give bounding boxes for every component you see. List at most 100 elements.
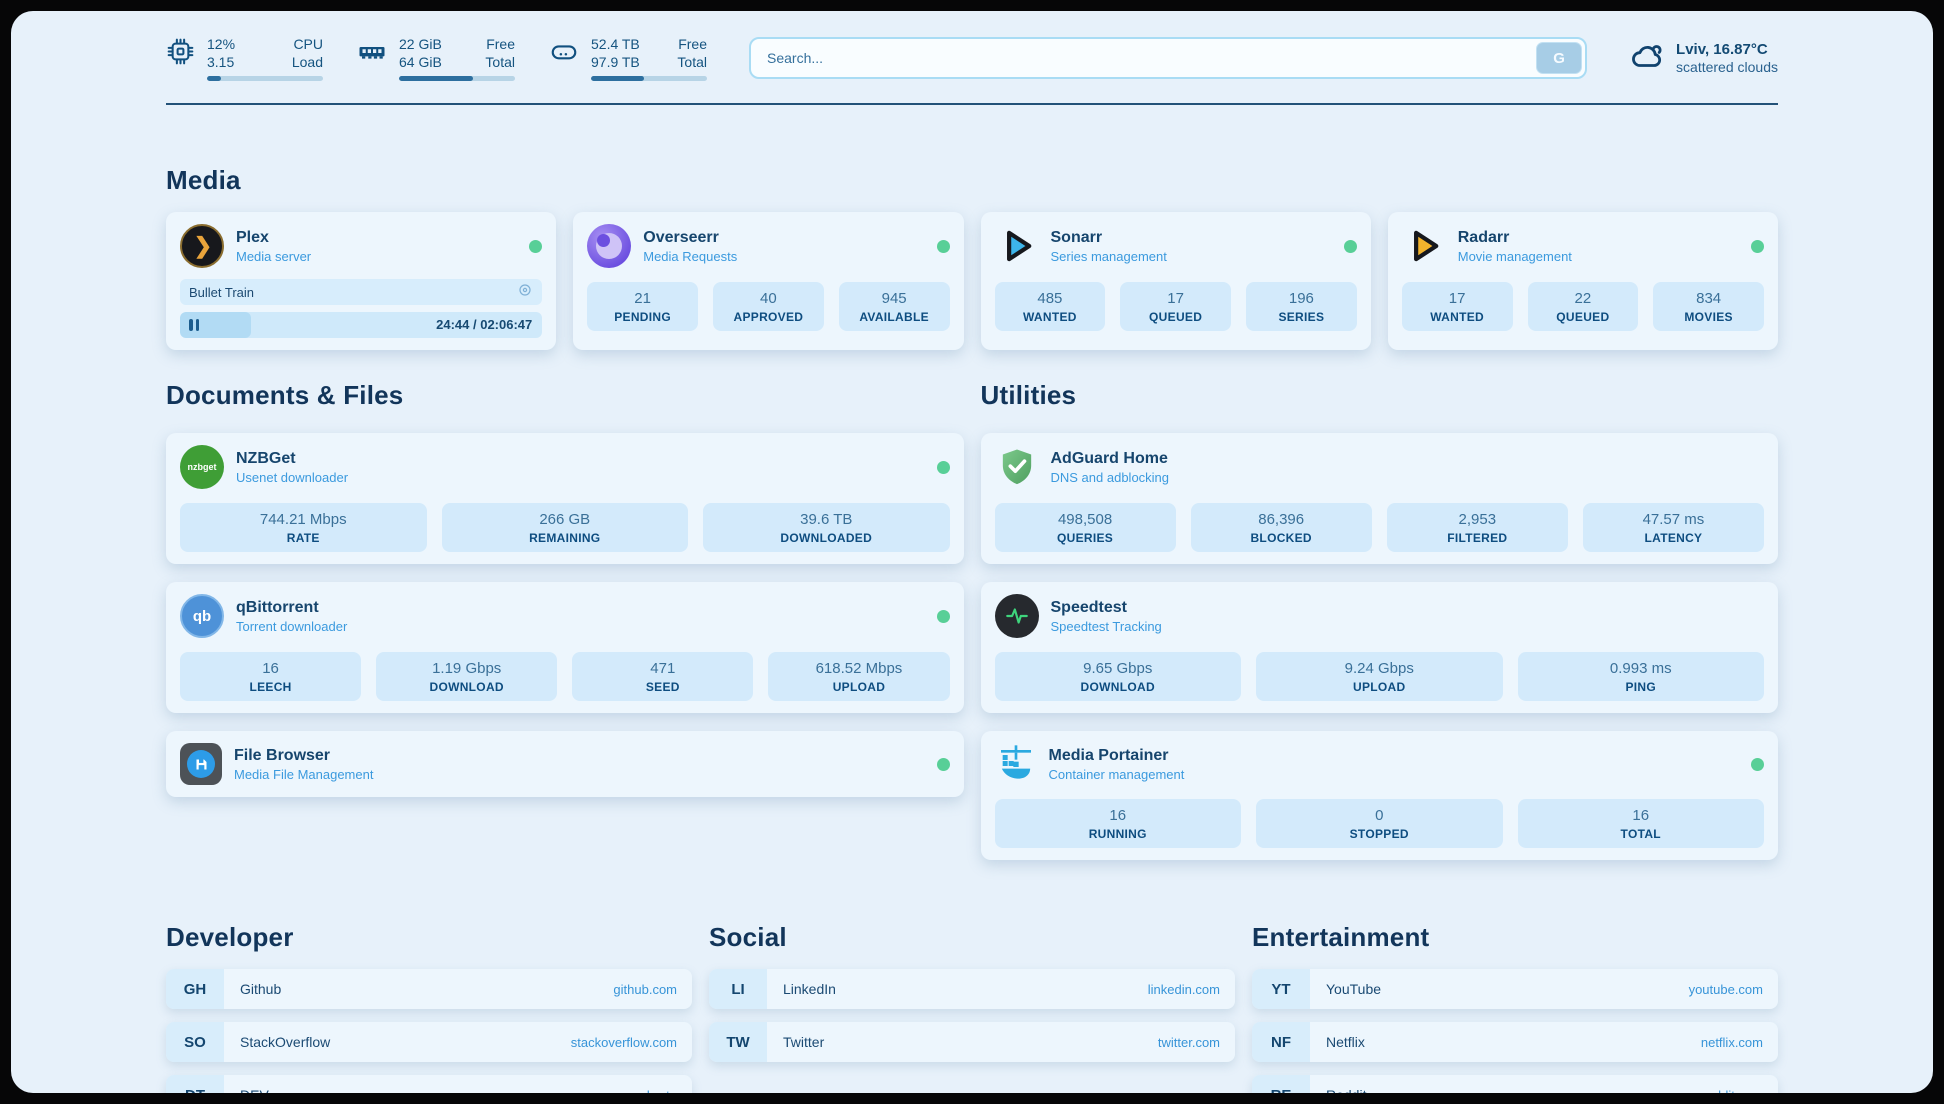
memory-free-value: 22 GiB	[399, 36, 442, 52]
bookmark-url: youtube.com	[1688, 981, 1763, 997]
stat-pending: 21 PENDING	[587, 282, 698, 331]
stat-queued: 17 QUEUED	[1120, 282, 1231, 331]
app-card-filebrowser[interactable]: File Browser Media File Management	[166, 731, 964, 797]
header-divider	[166, 103, 1778, 105]
app-subtitle: Movie management	[1457, 248, 1572, 264]
memory-progress-bar	[399, 76, 515, 81]
app-card-adguard[interactable]: AdGuard Home DNS and adblocking 498,508 Q…	[980, 433, 1778, 564]
section-header-utilities: Utilities	[980, 380, 1077, 410]
section-header-documents: Documents & Files	[166, 380, 404, 410]
app-subtitle: Usenet downloader	[236, 469, 349, 485]
bookmark-name: LinkedIn	[783, 981, 836, 997]
app-subtitle: Media File Management	[234, 766, 374, 782]
overseerr-icon	[587, 224, 632, 268]
bookmark-url: reddit.com	[1702, 1088, 1763, 1094]
stat-rate: 744.21 Mbps RATE	[180, 503, 427, 552]
app-card-radarr[interactable]: Radarr Movie management 17 WANTED 22 QUEUE…	[1387, 212, 1778, 350]
status-dot-online	[1751, 239, 1764, 253]
sonarr-icon	[995, 224, 1039, 268]
media-grid: ❯ Plex Media server Bullet Train	[166, 212, 1778, 350]
app-card-sonarr[interactable]: Sonarr Series management 485 WANTED 17 QUE…	[980, 212, 1371, 350]
disk-icon	[549, 37, 579, 72]
stat-movies: 834 MOVIES	[1653, 282, 1764, 331]
bookmark-netflix[interactable]: NF Netflix netflix.com	[1252, 1022, 1778, 1062]
cloud-icon	[1629, 37, 1666, 79]
bookmarks-entertainment: Entertainment YT YouTube youtube.com NF …	[1252, 922, 1778, 1093]
bookmark-name: DEV	[240, 1087, 643, 1093]
status-dot-online	[936, 609, 950, 623]
qbittorrent-icon: qb	[180, 594, 224, 638]
stat-series: 196 SERIES	[1246, 282, 1357, 331]
stat-blocked: 86,396 BLOCKED	[1190, 503, 1372, 552]
playback-time: 24:44 / 02:06:47	[436, 317, 533, 332]
portainer-icon	[995, 743, 1037, 785]
bookmark-name: YouTube	[1326, 981, 1382, 997]
bookmark-twitter[interactable]: TW Twitter twitter.com	[709, 1022, 1235, 1062]
stat-upload: 9.24 Gbps UPLOAD	[1256, 652, 1503, 701]
stat-queries: 498,508 QUERIES	[994, 503, 1176, 552]
bookmark-name: Reddit	[1326, 1087, 1702, 1093]
status-dot-online	[936, 757, 950, 771]
memory-label-2: Total	[485, 54, 515, 70]
bookmark-url: netflix.com	[1700, 1034, 1763, 1050]
bookmark-linkedin[interactable]: LI LinkedIn linkedin.com	[709, 969, 1235, 1009]
stat-stopped: 0 STOPPED	[1256, 799, 1503, 848]
bookmark-name: Github	[240, 981, 282, 997]
app-subtitle: Container management	[1048, 766, 1185, 782]
app-subtitle: DNS and adblocking	[1050, 469, 1170, 485]
stat-download: 9.65 Gbps DOWNLOAD	[994, 652, 1241, 701]
bookmark-abbr: TW	[709, 1022, 767, 1062]
bookmark-url: github.com	[613, 981, 677, 997]
speedtest-icon	[994, 594, 1039, 638]
bookmark-dev[interactable]: DT DEV dev.to	[166, 1075, 692, 1093]
bookmark-url: linkedin.com	[1147, 981, 1220, 997]
bookmark-abbr: DT	[166, 1075, 224, 1093]
disk-stat: 52.4 TB 97.9 TB Free Total	[549, 35, 707, 81]
bookmark-abbr: RE	[1252, 1075, 1310, 1093]
radarr-icon	[1402, 224, 1446, 268]
pause-icon[interactable]	[189, 319, 199, 331]
disk-free-value: 52.4 TB	[591, 36, 640, 52]
memory-label-1: Free	[486, 36, 515, 52]
bookmark-abbr: LI	[709, 969, 767, 1009]
bookmark-url: stackoverflow.com	[570, 1034, 677, 1050]
plex-icon: ❯	[180, 224, 224, 268]
app-title: Plex	[236, 228, 269, 246]
stat-remaining: 266 GB REMAINING	[441, 503, 688, 552]
top-bar: 12% 3.15 CPU Load	[166, 35, 1778, 81]
search-engine-button[interactable]: G	[1536, 42, 1583, 74]
app-card-plex[interactable]: ❯ Plex Media server Bullet Train	[166, 212, 557, 350]
bookmark-abbr: SO	[166, 1022, 224, 1062]
bookmark-stackoverflow[interactable]: SO StackOverflow stackoverflow.com	[166, 1022, 692, 1062]
bookmark-reddit[interactable]: RE Reddit reddit.com	[1252, 1075, 1778, 1093]
app-card-overseerr[interactable]: Overseerr Media Requests 21 PENDING 40 APP…	[573, 212, 964, 350]
session-settings-icon[interactable]	[517, 282, 533, 303]
app-subtitle: Torrent downloader	[236, 618, 348, 634]
app-card-qbittorrent[interactable]: qb qBittorrent Torrent downloader 16 LEEC…	[166, 582, 964, 713]
app-title: NZBGet	[236, 449, 296, 467]
dashboard-page: 12% 3.15 CPU Load	[11, 11, 1933, 1093]
stat-running: 16 RUNNING	[994, 799, 1241, 848]
bookmark-github[interactable]: GH Github github.com	[166, 969, 692, 1009]
status-dot-online	[1751, 757, 1764, 771]
bookmark-abbr: NF	[1252, 1022, 1310, 1062]
stat-downloaded: 39.6 TB DOWNLOADED	[703, 503, 950, 552]
disk-label-2: Total	[677, 54, 707, 70]
section-header-social: Social	[709, 922, 787, 952]
bookmark-youtube[interactable]: YT YouTube youtube.com	[1252, 969, 1778, 1009]
bookmarks-developer: Developer GH Github github.com SO StackO…	[166, 922, 692, 1093]
app-card-speedtest[interactable]: Speedtest Speedtest Tracking 9.65 Gbps DO…	[980, 582, 1778, 713]
now-playing-row: Bullet Train	[180, 279, 543, 305]
system-stats: 12% 3.15 CPU Load	[166, 35, 707, 81]
app-subtitle: Speedtest Tracking	[1050, 618, 1162, 634]
status-dot-online	[936, 460, 950, 474]
app-title: AdGuard Home	[1050, 449, 1168, 467]
cpu-label-1: CPU	[293, 36, 323, 52]
app-title: Media Portainer	[1048, 746, 1169, 764]
bookmark-name: StackOverflow	[240, 1034, 331, 1050]
app-subtitle: Series management	[1050, 248, 1167, 264]
app-card-nzbget[interactable]: nzbget NZBGet Usenet downloader 744.21 M…	[166, 433, 964, 564]
stat-download: 1.19 Gbps DOWNLOAD	[376, 652, 558, 701]
app-card-portainer[interactable]: Media Portainer Container management 16 R…	[980, 731, 1778, 860]
search-input[interactable]	[749, 37, 1588, 79]
